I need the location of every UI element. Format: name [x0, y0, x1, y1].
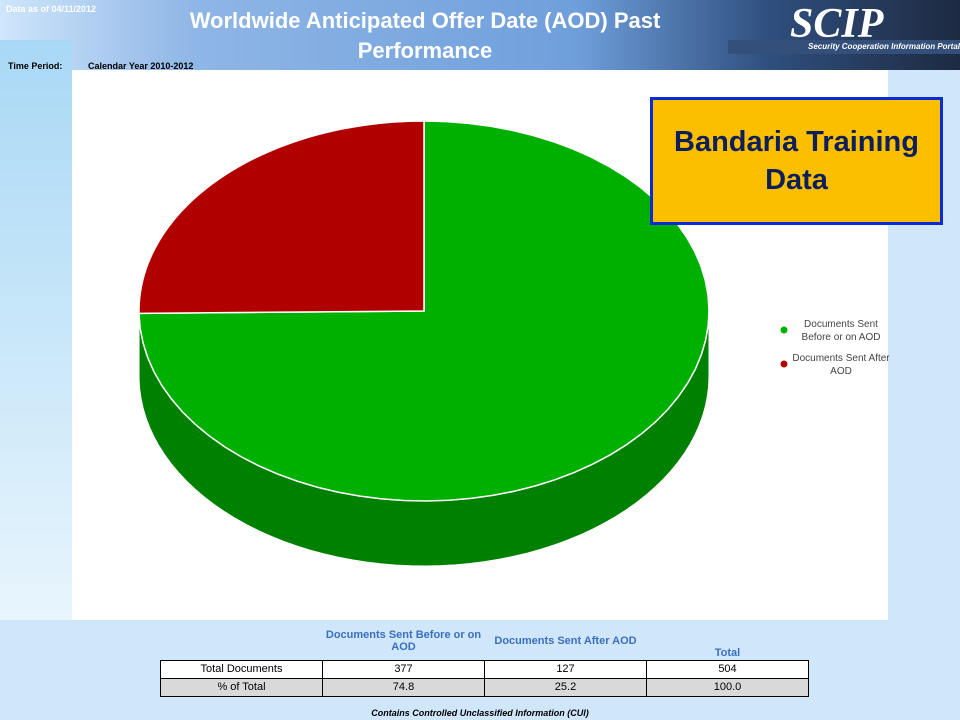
title: Worldwide Anticipated Offer Date (AOD) P…: [189, 8, 661, 63]
legend-item: Documents Sent After AOD: [792, 353, 890, 377]
table-cell: 504: [646, 659, 809, 679]
pie-slice: [138, 120, 425, 315]
legend-label: Documents Sent Before or on AOD: [801, 319, 881, 343]
logo: SCIP: [790, 1, 884, 47]
table-cell: % of Total: [160, 677, 323, 697]
table-cell: Total Documents: [160, 659, 323, 679]
footer: Contains Controlled Unclassified Informa…: [371, 708, 589, 718]
table-row: Total Documents 377 127 504: [160, 659, 809, 679]
column-header: Documents Sent After AOD: [494, 634, 637, 647]
legend-label: Documents Sent After AOD: [792, 353, 890, 377]
legend-item: Documents Sent Before or on AOD: [801, 319, 881, 343]
time-period-label: Time Period:: [8, 61, 63, 71]
table-cell: 25.2: [484, 677, 647, 697]
logo-subtitle: Security Cooperation Information Portal: [728, 40, 960, 54]
column-header: Documents Sent Before or on AOD: [325, 628, 482, 653]
table-row: % of Total 74.8 25.2 100.0: [160, 677, 809, 697]
data-table: Documents Sent Before or on AOD Document…: [160, 622, 809, 697]
legend-marker: [780, 360, 788, 368]
header-bar: [0, 0, 960, 70]
table-header: Documents Sent Before or on AOD Document…: [161, 622, 809, 660]
column-header: Total: [714, 646, 741, 659]
time-period: Calendar Year 2010-2012: [88, 61, 194, 71]
data-date: Data as of 04/11/2012: [6, 4, 97, 14]
legend-marker: [780, 326, 788, 334]
overlay-text: Bandaria Training Data: [674, 126, 919, 196]
table-cell: 74.8: [322, 677, 485, 697]
left-strip: [0, 40, 72, 620]
table-cell: 100.0: [646, 677, 809, 697]
overlay-box: Bandaria Training Data: [650, 97, 943, 225]
table-cell: 377: [322, 659, 485, 679]
table-cell: 127: [484, 659, 647, 679]
